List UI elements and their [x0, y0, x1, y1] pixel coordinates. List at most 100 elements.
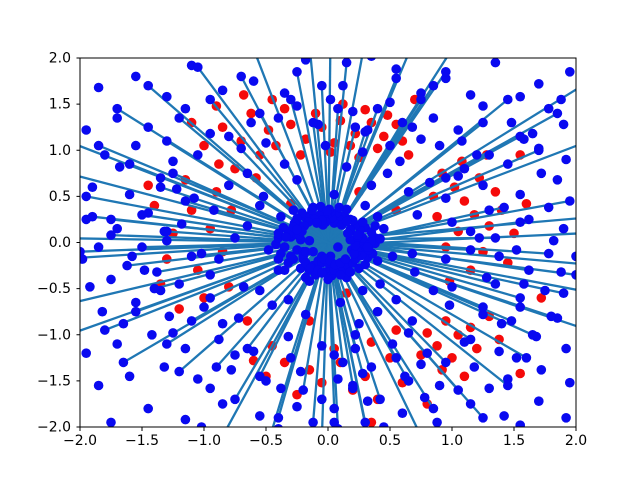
data-point-blue: [100, 150, 110, 160]
data-point-blue: [155, 182, 166, 192]
data-point-blue: [81, 348, 91, 359]
data-point-blue: [372, 211, 383, 222]
data-point-blue: [118, 318, 129, 329]
data-point-blue: [494, 346, 504, 357]
data-point-blue: [362, 242, 373, 252]
data-point-blue: [499, 411, 509, 421]
data-point-blue: [561, 343, 571, 354]
data-point-blue: [428, 403, 439, 414]
data-point-blue: [543, 202, 554, 213]
data-point-red: [403, 150, 414, 160]
data-point-blue: [242, 221, 253, 231]
data-point-blue: [357, 147, 368, 157]
data-point-blue: [304, 235, 315, 246]
data-point-blue: [162, 339, 172, 349]
data-point-blue: [209, 205, 219, 215]
data-point-blue: [521, 353, 532, 363]
data-point-blue: [546, 311, 556, 322]
data-point-blue: [286, 94, 296, 105]
data-point-blue: [457, 136, 467, 146]
data-point-blue: [474, 233, 485, 243]
data-point-blue: [565, 67, 575, 77]
data-point-blue: [279, 159, 290, 169]
data-point-blue: [465, 399, 476, 409]
data-point-blue: [329, 189, 340, 200]
data-point-blue: [217, 85, 228, 96]
data-point-blue: [361, 58, 365, 59]
data-point-blue: [261, 138, 271, 148]
data-point-blue: [428, 113, 439, 123]
data-point-blue: [127, 251, 137, 262]
data-point-red: [432, 211, 442, 222]
data-point-blue: [254, 411, 265, 421]
data-point-blue: [469, 362, 480, 372]
data-point-blue: [490, 58, 501, 68]
data-point-blue: [333, 374, 343, 384]
data-point-blue: [193, 374, 203, 384]
data-point-blue: [441, 254, 451, 264]
data-point-blue: [552, 108, 563, 119]
data-point-red: [391, 325, 402, 335]
data-point-red: [325, 147, 336, 157]
data-point-blue: [93, 140, 104, 151]
data-point-blue: [26, 256, 36, 266]
data-point-blue: [385, 140, 395, 151]
data-point-blue: [273, 228, 284, 239]
data-point-blue: [478, 180, 488, 191]
data-point-blue: [164, 311, 175, 322]
data-point-blue: [391, 64, 402, 74]
data-point-blue: [180, 196, 191, 206]
y-tick-label: 0.5: [49, 189, 71, 205]
data-point-red: [360, 104, 371, 115]
data-point-blue: [515, 131, 525, 142]
data-point-blue: [159, 362, 170, 372]
data-point-blue: [577, 81, 587, 91]
data-point-blue: [558, 288, 569, 299]
data-point-blue: [552, 175, 563, 185]
data-point-blue: [307, 205, 317, 215]
data-point-blue: [615, 293, 625, 303]
data-point-blue: [106, 417, 116, 427]
data-point-blue: [224, 131, 234, 142]
data-point-blue: [333, 103, 343, 114]
data-point-blue: [571, 270, 576, 280]
data-point-blue: [205, 128, 215, 139]
data-point-blue: [137, 210, 147, 220]
data-point-blue: [372, 256, 383, 266]
data-point-red: [432, 341, 442, 351]
data-point-blue: [273, 413, 284, 423]
data-point-blue: [124, 189, 135, 200]
data-point-blue: [112, 339, 122, 349]
y-tick-label: −1.0: [37, 327, 71, 343]
data-point-red: [279, 103, 290, 114]
data-point-blue: [478, 413, 488, 423]
data-point-blue: [283, 294, 294, 305]
data-point-blue: [424, 177, 435, 188]
data-point-blue: [338, 80, 348, 91]
data-point-blue: [441, 173, 451, 183]
data-point-blue: [565, 196, 575, 206]
data-point-blue: [506, 316, 517, 326]
data-point-blue: [131, 71, 141, 82]
segment-line: [296, 217, 509, 387]
data-point-blue: [273, 424, 283, 427]
data-point-blue: [490, 279, 501, 289]
data-point-blue: [360, 127, 371, 137]
data-point-blue: [515, 91, 525, 102]
data-point-blue: [281, 232, 291, 242]
data-point-blue: [168, 328, 178, 338]
data-point-blue: [375, 279, 385, 289]
data-point-blue: [391, 353, 402, 363]
data-point-blue: [174, 113, 184, 123]
data-point-blue: [375, 394, 385, 405]
data-point-blue: [254, 108, 265, 119]
data-point-blue: [515, 302, 525, 312]
data-point-blue: [534, 396, 544, 407]
data-point-blue: [176, 219, 187, 229]
data-point-blue: [217, 399, 228, 409]
segment-line: [215, 220, 348, 368]
data-point-blue: [556, 94, 566, 105]
data-point-blue: [596, 261, 606, 271]
data-point-blue: [341, 58, 352, 68]
data-point-blue: [258, 191, 269, 202]
